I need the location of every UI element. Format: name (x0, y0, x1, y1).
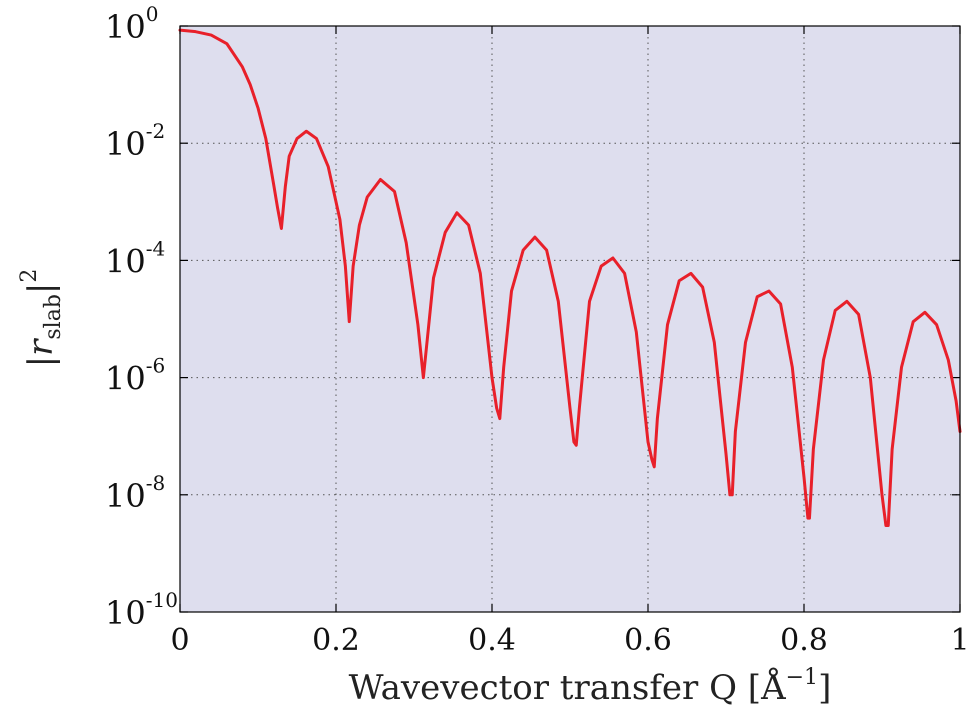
y-tick-base: 10 (105, 8, 146, 46)
series-line (178, 28, 962, 527)
y-tick-base: 10 (105, 594, 146, 632)
y-axis-bar-close: | (21, 283, 61, 294)
y-tick-exponent: -4 (146, 236, 165, 260)
x-axis-unit-superscript: −1 (786, 665, 818, 690)
y-tick-label: 10-2 (105, 119, 165, 163)
y-tick-label: 10-8 (105, 471, 165, 515)
y-tick-exponent: 0 (146, 2, 159, 26)
x-tick-labels: 0 0.2 0.4 0.6 0.8 1 (170, 623, 969, 658)
y-tick-base: 10 (105, 360, 146, 398)
y-tick-base: 10 (105, 125, 146, 163)
y-tick-exponent: -10 (146, 588, 178, 612)
y-tick-label: 100 (105, 2, 158, 46)
y-tick-base: 10 (105, 477, 146, 515)
y-axis-title: |rslab|2 (17, 269, 66, 368)
y-tick-exponent: -2 (146, 119, 165, 143)
y-axis-var: r (21, 338, 61, 356)
y-tick-exponent: -6 (146, 354, 165, 378)
x-tick-label: 0.4 (468, 623, 516, 658)
x-tick-label: 0.2 (312, 623, 360, 658)
y-tick-label: 10-6 (105, 354, 165, 398)
x-tick-label: 0 (170, 623, 189, 658)
x-tick-label: 1 (950, 623, 969, 658)
x-axis-title: Wavevector transfer Q [Å−1] (349, 665, 832, 708)
x-tick-label: 0.8 (780, 623, 828, 658)
y-tick-exponent: -8 (146, 471, 165, 495)
plot-area (180, 26, 960, 612)
x-axis-title-close: ] (818, 668, 831, 708)
plot-frame (179, 25, 961, 613)
y-axis-subscript: slab (41, 294, 66, 340)
grid (180, 26, 960, 612)
x-axis-unit-symbol: Å (760, 667, 786, 708)
y-axis-superscript: 2 (17, 269, 42, 283)
y-tick-label: 10-4 (105, 236, 165, 280)
x-axis-title-main: Wavevector transfer Q [ (349, 668, 761, 708)
x-tick-label: 0.6 (624, 623, 672, 658)
series-layer (178, 28, 962, 527)
y-axis-bar-open: | (21, 356, 61, 367)
y-tick-label: 10-10 (105, 588, 178, 632)
y-tick-base: 10 (105, 242, 146, 280)
